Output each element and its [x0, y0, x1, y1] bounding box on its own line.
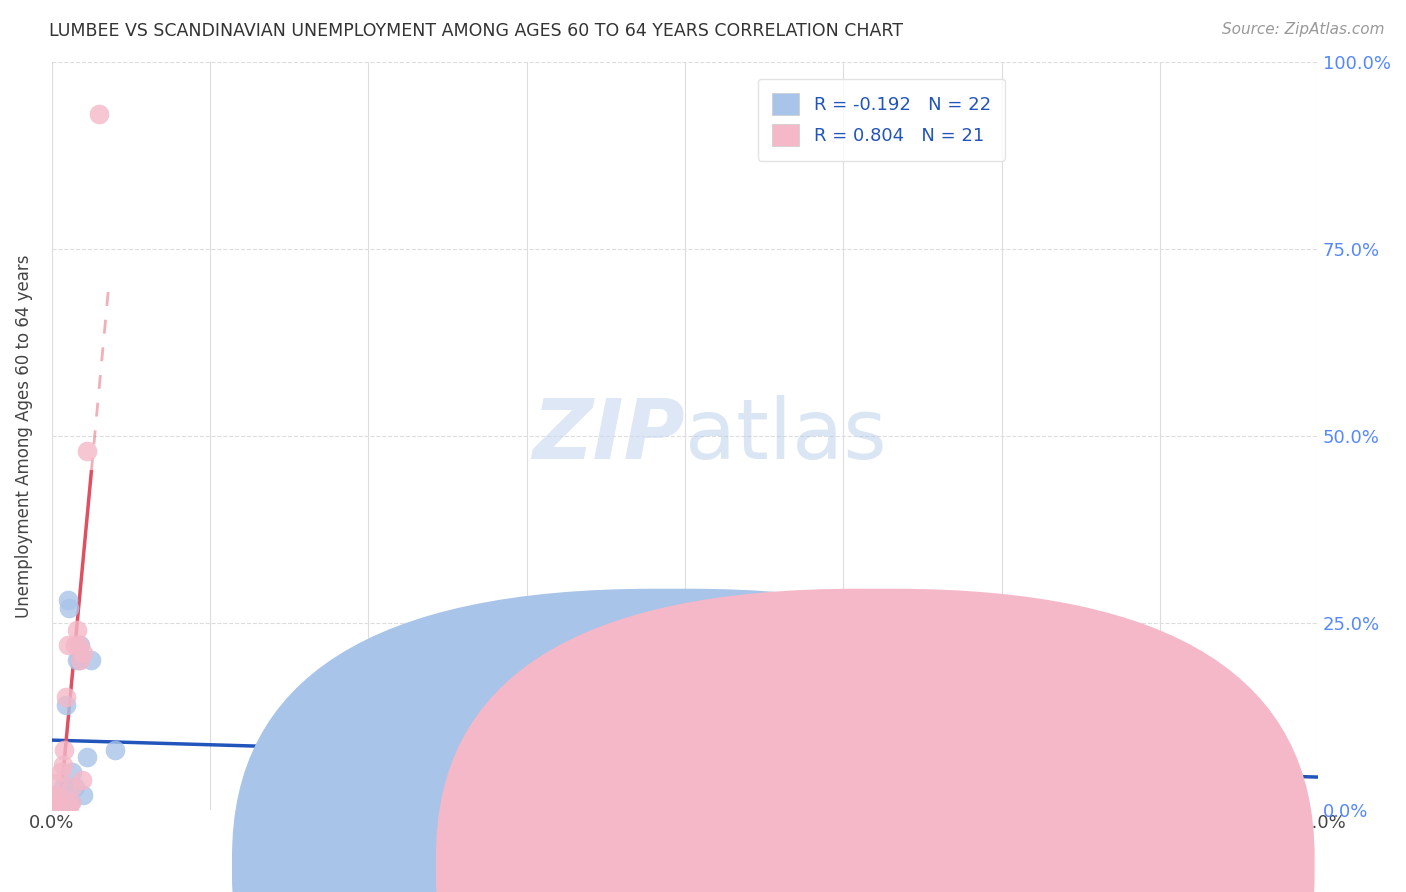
Point	[66, 623, 89, 637]
Point	[69, 653, 91, 667]
Point	[45, 776, 67, 790]
Point	[65, 638, 87, 652]
Point	[56, 638, 79, 652]
Point	[52, 757, 75, 772]
Point	[51, 765, 73, 780]
Point	[55, 698, 77, 712]
Point	[66, 653, 89, 667]
Point	[67, 638, 90, 652]
Point	[76, 443, 98, 458]
Y-axis label: Unemployment Among Ages 60 to 64 years: Unemployment Among Ages 60 to 64 years	[15, 254, 32, 617]
Point	[104, 743, 127, 757]
Text: LUMBEE VS SCANDINAVIAN UNEMPLOYMENT AMONG AGES 60 TO 64 YEARS CORRELATION CHART: LUMBEE VS SCANDINAVIAN UNEMPLOYMENT AMON…	[49, 22, 903, 40]
Point	[60, 780, 83, 794]
Point	[53, 743, 76, 757]
Point	[51, 791, 73, 805]
Point	[53, 795, 76, 809]
Point	[58, 798, 80, 813]
Point	[76, 750, 98, 764]
Point	[72, 788, 94, 802]
Point	[60, 765, 83, 780]
Text: Source: ZipAtlas.com: Source: ZipAtlas.com	[1222, 22, 1385, 37]
Point	[59, 795, 82, 809]
Point	[42, 798, 65, 813]
Legend: R = -0.192   N = 22, R = 0.804   N = 21: R = -0.192 N = 22, R = 0.804 N = 21	[758, 78, 1005, 161]
Point	[55, 690, 77, 705]
Point	[48, 788, 70, 802]
Point	[44, 798, 66, 813]
Point	[1022, 750, 1045, 764]
Point	[56, 593, 79, 607]
Point	[46, 798, 69, 813]
Point	[46, 798, 69, 813]
Point	[67, 653, 90, 667]
Point	[52, 780, 75, 794]
Point	[69, 638, 91, 652]
Text: Lumbee: Lumbee	[666, 852, 740, 870]
Point	[45, 795, 67, 809]
Point	[44, 788, 66, 802]
Point	[59, 795, 82, 809]
Text: ZIP: ZIP	[533, 395, 685, 476]
Point	[58, 600, 80, 615]
Point	[70, 772, 93, 787]
Point	[643, 780, 665, 794]
Point	[72, 646, 94, 660]
Point	[65, 780, 87, 794]
Text: Scandinavians: Scandinavians	[842, 852, 972, 870]
Point	[80, 653, 103, 667]
Text: atlas: atlas	[685, 395, 887, 476]
Point	[48, 791, 70, 805]
Point	[89, 107, 111, 121]
